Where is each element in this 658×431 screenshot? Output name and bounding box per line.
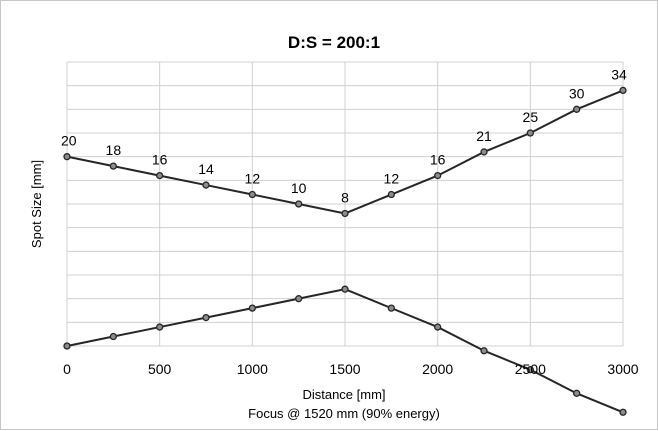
data-point [249,305,255,311]
data-label: 34 [611,66,627,82]
chart-subtitle: Focus @ 1520 mm (90% energy) [248,406,440,421]
x-tick-label: 2000 [422,361,453,377]
data-point [157,324,163,330]
x-tick-label: 2500 [515,361,546,377]
x-tick-label: 3000 [607,361,638,377]
data-label: 18 [106,142,122,158]
data-point [481,348,487,354]
data-label: 16 [152,152,168,168]
data-label: 12 [384,171,400,187]
data-label: 20 [61,133,77,149]
x-axis-title: Distance [mm] [302,387,385,402]
data-point [620,409,626,415]
data-point [388,192,394,198]
data-point [574,390,580,396]
data-point [527,130,533,136]
data-point [110,334,116,340]
data-label-layer: 20 18 16 14 12 10 8 12 16 21 25 30 34 [61,66,627,205]
data-point [435,324,441,330]
data-point [296,296,302,302]
x-tick-labels: 0 500 1000 1500 2000 2500 3000 [63,361,639,377]
data-label: 25 [523,109,539,125]
data-point [481,149,487,155]
data-point [64,154,70,160]
data-label: 30 [569,85,585,101]
y-axis-title: Spot Size [mm] [29,160,44,248]
data-point [296,201,302,207]
data-point [157,173,163,179]
data-point [574,106,580,112]
data-point [342,210,348,216]
data-label: 10 [291,180,307,196]
data-point [64,343,70,349]
x-tick-label: 0 [63,361,71,377]
x-tick-label: 1000 [237,361,268,377]
data-point [435,173,441,179]
data-point [249,192,255,198]
data-point [110,163,116,169]
data-point [388,305,394,311]
data-point [342,286,348,292]
data-point [620,87,626,93]
data-label: 14 [198,161,214,177]
data-label: 8 [341,189,349,205]
data-label: 21 [476,128,492,144]
chart-title: D:S = 200:1 [288,33,380,52]
data-point [203,315,209,321]
data-label: 16 [430,152,446,168]
data-point [203,182,209,188]
x-tick-label: 1500 [329,361,360,377]
data-label: 12 [245,171,261,187]
x-tick-label: 500 [148,361,172,377]
